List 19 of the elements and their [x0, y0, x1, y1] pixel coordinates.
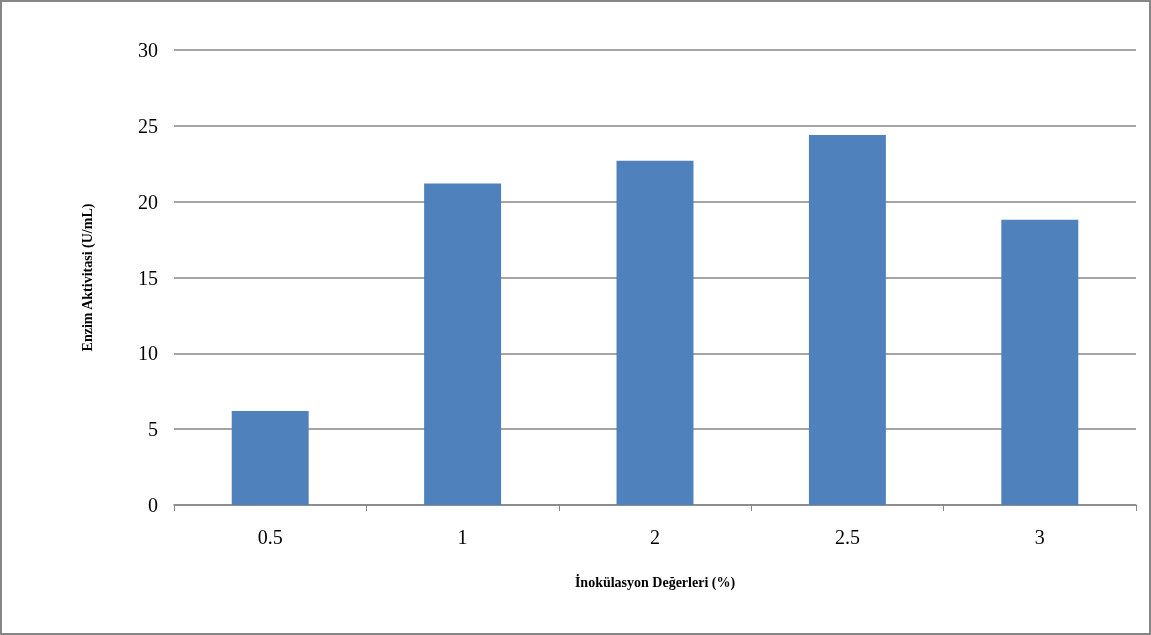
bar: [1001, 219, 1079, 505]
x-tick-label: 2.5: [834, 526, 860, 548]
y-tick-label: 5: [148, 418, 158, 441]
bar: [808, 134, 886, 505]
bar: [231, 410, 309, 505]
x-axis-title: İnokülasyon Değerleri (%): [574, 573, 736, 591]
y-tick-label: 25: [138, 114, 158, 137]
y-tick-label: 0: [148, 494, 158, 516]
x-tick-label: 2: [650, 526, 660, 548]
y-tick-label: 20: [138, 190, 158, 213]
y-tick-label: 15: [138, 266, 158, 289]
y-tick-label: 30: [138, 39, 158, 61]
y-tick-label: 10: [138, 342, 158, 365]
x-tick-label: 3: [1034, 526, 1045, 548]
bar: [616, 160, 694, 505]
y-axis-title: Enzim Aktivitasi (U/mL): [79, 203, 96, 352]
x-tick-label: 1: [457, 526, 468, 548]
x-tick-label: 0.5: [257, 526, 283, 548]
bar: [424, 183, 502, 505]
